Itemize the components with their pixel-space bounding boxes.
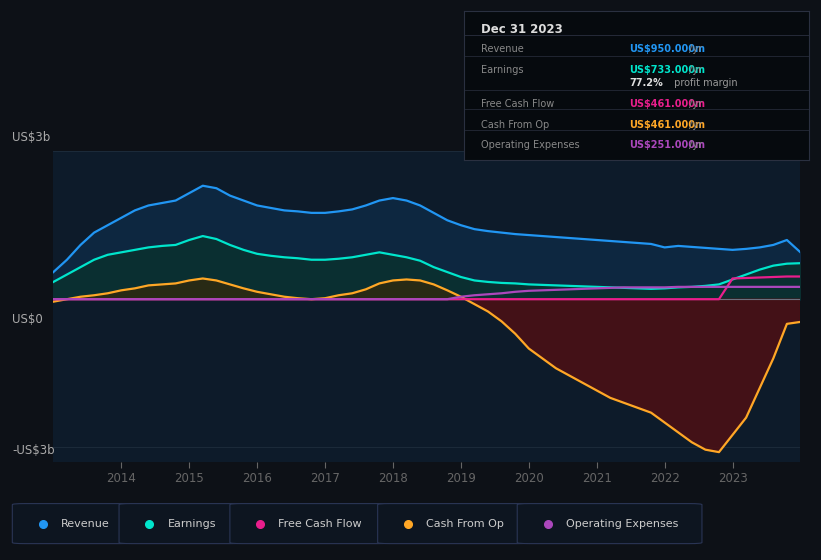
Text: 77.2%: 77.2% (630, 78, 663, 88)
Text: /yr: /yr (686, 44, 703, 54)
Text: /yr: /yr (686, 64, 703, 74)
Text: /yr: /yr (686, 141, 703, 150)
Text: Earnings: Earnings (167, 519, 216, 529)
Text: /yr: /yr (686, 119, 703, 129)
Text: Operating Expenses: Operating Expenses (481, 141, 580, 150)
Text: US$733.000m: US$733.000m (630, 64, 705, 74)
Text: Dec 31 2023: Dec 31 2023 (481, 23, 563, 36)
Text: US$251.000m: US$251.000m (630, 141, 705, 150)
Text: Operating Expenses: Operating Expenses (566, 519, 678, 529)
Text: US$950.000m: US$950.000m (630, 44, 705, 54)
FancyBboxPatch shape (12, 503, 131, 544)
Text: Cash From Op: Cash From Op (481, 119, 549, 129)
Text: -US$3b: -US$3b (12, 444, 55, 458)
Text: Free Cash Flow: Free Cash Flow (481, 99, 554, 109)
Text: Revenue: Revenue (481, 44, 524, 54)
Text: US$3b: US$3b (12, 130, 51, 144)
Text: US$461.000m: US$461.000m (630, 119, 705, 129)
FancyBboxPatch shape (378, 503, 530, 544)
FancyBboxPatch shape (119, 503, 242, 544)
Text: Earnings: Earnings (481, 64, 524, 74)
Text: US$0: US$0 (12, 312, 43, 326)
FancyBboxPatch shape (230, 503, 390, 544)
Text: US$461.000m: US$461.000m (630, 99, 705, 109)
Text: profit margin: profit margin (671, 78, 737, 88)
Text: Cash From Op: Cash From Op (426, 519, 504, 529)
Text: /yr: /yr (686, 99, 703, 109)
FancyBboxPatch shape (517, 503, 702, 544)
Text: Revenue: Revenue (61, 519, 109, 529)
Text: Free Cash Flow: Free Cash Flow (278, 519, 362, 529)
